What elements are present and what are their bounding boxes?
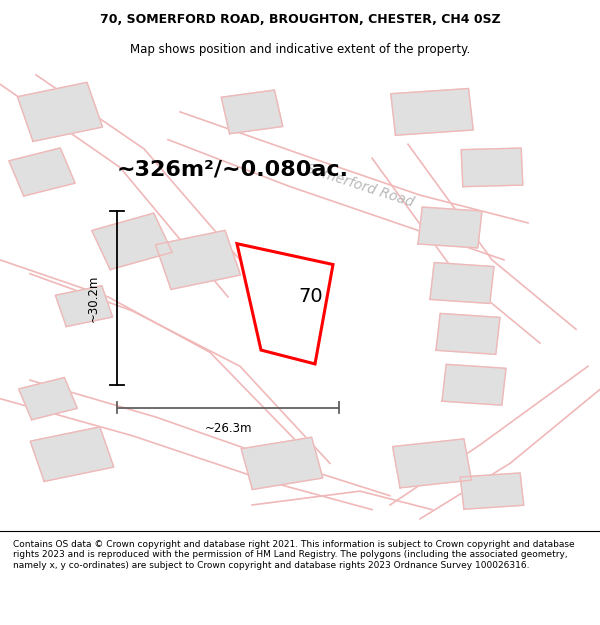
- Polygon shape: [237, 244, 333, 364]
- Text: Map shows position and indicative extent of the property.: Map shows position and indicative extent…: [130, 42, 470, 56]
- Polygon shape: [92, 213, 172, 269]
- Polygon shape: [436, 313, 500, 354]
- Polygon shape: [460, 473, 524, 509]
- Text: ~30.2m: ~30.2m: [86, 274, 100, 322]
- Text: 70: 70: [298, 287, 323, 306]
- Polygon shape: [391, 89, 473, 135]
- Text: 70, SOMERFORD ROAD, BROUGHTON, CHESTER, CH4 0SZ: 70, SOMERFORD ROAD, BROUGHTON, CHESTER, …: [100, 13, 500, 26]
- Polygon shape: [17, 82, 103, 141]
- Text: ~26.3m: ~26.3m: [204, 422, 252, 435]
- Polygon shape: [155, 231, 241, 289]
- Text: Contains OS data © Crown copyright and database right 2021. This information is : Contains OS data © Crown copyright and d…: [13, 540, 575, 569]
- Text: ~326m²/~0.080ac.: ~326m²/~0.080ac.: [117, 159, 349, 180]
- Polygon shape: [241, 438, 323, 489]
- Polygon shape: [253, 264, 323, 311]
- Polygon shape: [392, 439, 472, 488]
- Polygon shape: [19, 378, 77, 420]
- Polygon shape: [221, 90, 283, 134]
- Polygon shape: [430, 262, 494, 304]
- Text: Somerford Road: Somerford Road: [304, 162, 416, 210]
- Polygon shape: [442, 364, 506, 405]
- Polygon shape: [9, 148, 75, 196]
- Polygon shape: [418, 207, 482, 248]
- Polygon shape: [461, 148, 523, 187]
- Polygon shape: [55, 286, 113, 326]
- Polygon shape: [30, 427, 114, 481]
